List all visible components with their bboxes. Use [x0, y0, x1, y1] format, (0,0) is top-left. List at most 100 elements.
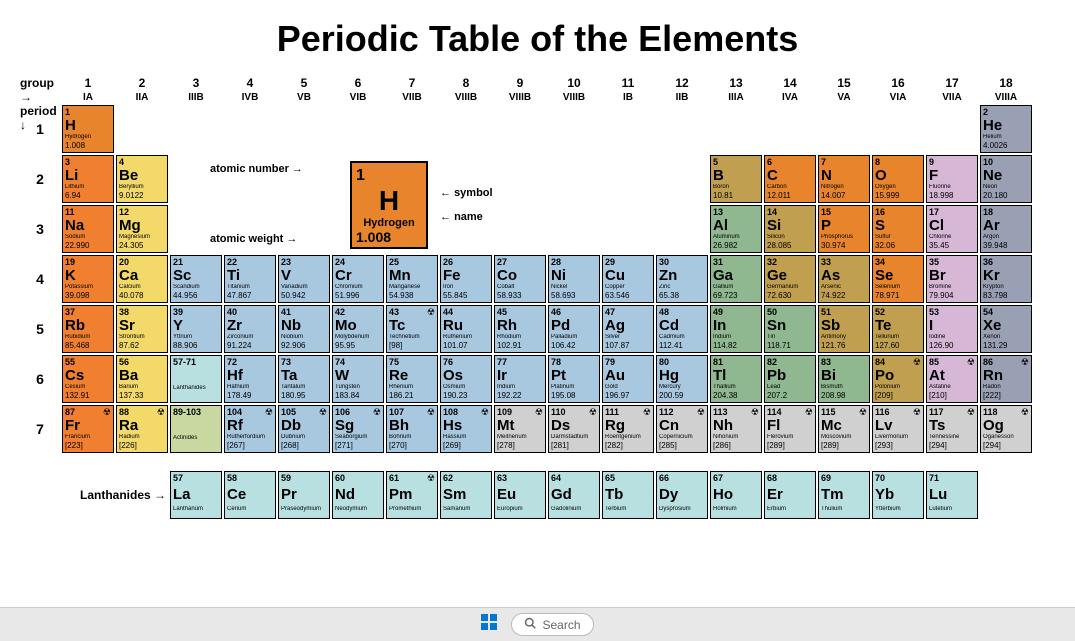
element-cell-Ca[interactable]: 20CaCalcium40.078 [116, 255, 168, 303]
element-cell-B[interactable]: 5BBoron10.81 [710, 155, 762, 203]
element-cell-As[interactable]: 33AsArsenic74.922 [818, 255, 870, 303]
element-cell-Ir[interactable]: 77IrIridium192.22 [494, 355, 546, 403]
element-cell-Yb[interactable]: 70YbYtterbium [872, 471, 924, 519]
element-cell-Cu[interactable]: 29CuCopper63.546 [602, 255, 654, 303]
element-cell-Tl[interactable]: 81TlThallium204.38 [710, 355, 762, 403]
element-cell-Ar[interactable]: 18ArArgon39.948 [980, 205, 1032, 253]
element-cell-Rn[interactable]: 86RnRadon[222] [980, 355, 1032, 403]
element-cell-Lu[interactable]: 71LuLutetium [926, 471, 978, 519]
element-cell-Ni[interactable]: 28NiNickel58.693 [548, 255, 600, 303]
element-cell-Ho[interactable]: 67HoHolmium [710, 471, 762, 519]
element-cell-O[interactable]: 8OOxygen15.999 [872, 155, 924, 203]
element-cell-W[interactable]: 74WTungsten183.84 [332, 355, 384, 403]
element-cell-Cn[interactable]: 112CnCopernicium[285] [656, 405, 708, 453]
element-cell-Te[interactable]: 52TeTellurium127.60 [872, 305, 924, 353]
element-cell-Si[interactable]: 14SiSilicon28.085 [764, 205, 816, 253]
element-cell-Co[interactable]: 27CoCobalt58.933 [494, 255, 546, 303]
element-cell-Li[interactable]: 3LiLithium6.94 [62, 155, 114, 203]
element-cell-Pm[interactable]: 61PmPromethium [386, 471, 438, 519]
element-cell-Y[interactable]: 39YYttrium88.906 [170, 305, 222, 353]
element-cell-Er[interactable]: 68ErErbium [764, 471, 816, 519]
element-cell-He[interactable]: 2HeHelium4.0026 [980, 105, 1032, 153]
element-cell-Dy[interactable]: 66DyDysprosium [656, 471, 708, 519]
element-cell-Se[interactable]: 34SeSelenium78.971 [872, 255, 924, 303]
element-cell-Ru[interactable]: 44RuRuthenium101.07 [440, 305, 492, 353]
element-cell-Ne[interactable]: 10NeNeon20.180 [980, 155, 1032, 203]
element-cell-Nb[interactable]: 41NbNiobium92.906 [278, 305, 330, 353]
element-cell-Mc[interactable]: 115McMoscovium[289] [818, 405, 870, 453]
element-cell-Fl[interactable]: 114FlFlerovium[289] [764, 405, 816, 453]
element-cell-I[interactable]: 53IIodine126.90 [926, 305, 978, 353]
element-cell-Gd[interactable]: 64GdGadolinium [548, 471, 600, 519]
element-cell-Cd[interactable]: 48CdCadmium112.41 [656, 305, 708, 353]
element-cell-Pb[interactable]: 82PbLead207.2 [764, 355, 816, 403]
element-cell-Xe[interactable]: 54XeXenon131.29 [980, 305, 1032, 353]
element-cell-Ag[interactable]: 47AgSilver107.87 [602, 305, 654, 353]
element-cell-Pd[interactable]: 46PdPalladium106.42 [548, 305, 600, 353]
element-cell-Kr[interactable]: 36KrKrypton83.798 [980, 255, 1032, 303]
element-cell-Fr[interactable]: 87FrFrancium[223] [62, 405, 114, 453]
element-cell-Sb[interactable]: 51SbAntimony121.76 [818, 305, 870, 353]
element-cell-P[interactable]: 15PPhosphorus30.974 [818, 205, 870, 253]
element-cell-Po[interactable]: 84PoPolonium[209] [872, 355, 924, 403]
element-cell-Ge[interactable]: 32GeGermanium72.630 [764, 255, 816, 303]
element-cell-Au[interactable]: 79AuGold196.97 [602, 355, 654, 403]
element-cell-Sc[interactable]: 21ScScandium44.956 [170, 255, 222, 303]
element-cell-Pr[interactable]: 59PrPraseodymium [278, 471, 330, 519]
element-cell-Ba[interactable]: 56BaBarium137.33 [116, 355, 168, 403]
element-cell-Lv[interactable]: 116LvLivermorium[293] [872, 405, 924, 453]
element-cell-Hg[interactable]: 80HgMercury200.59 [656, 355, 708, 403]
element-cell-Re[interactable]: 75ReRhenium186.21 [386, 355, 438, 403]
element-cell-N[interactable]: 7NNitrogen14.007 [818, 155, 870, 203]
element-cell-Ra[interactable]: 88RaRadium[226] [116, 405, 168, 453]
element-cell-Sr[interactable]: 38SrStrontium87.62 [116, 305, 168, 353]
element-cell-Be[interactable]: 4BeBeryllium9.0122 [116, 155, 168, 203]
element-cell-In[interactable]: 49InIndium114.82 [710, 305, 762, 353]
element-cell-Cl[interactable]: 17ClChlorine35.45 [926, 205, 978, 253]
element-cell-Db[interactable]: 105DbDubnium[268] [278, 405, 330, 453]
element-cell-Ta[interactable]: 73TaTantalum180.95 [278, 355, 330, 403]
element-cell-Og[interactable]: 118OgOganesson[294] [980, 405, 1032, 453]
element-cell-Tb[interactable]: 65TbTerbium [602, 471, 654, 519]
element-cell-V[interactable]: 23VVanadium50.942 [278, 255, 330, 303]
element-cell-At[interactable]: 85AtAstatine[210] [926, 355, 978, 403]
element-cell-Ce[interactable]: 58CeCerium [224, 471, 276, 519]
element-cell-Zn[interactable]: 30ZnZinc65.38 [656, 255, 708, 303]
element-cell-Al[interactable]: 13AlAluminum26.982 [710, 205, 762, 253]
element-cell-57-71[interactable]: 57-71Lanthanides [170, 355, 222, 403]
element-cell-Br[interactable]: 35BrBromine79.904 [926, 255, 978, 303]
element-cell-F[interactable]: 9FFluorine18.998 [926, 155, 978, 203]
element-cell-Tm[interactable]: 69TmThulium [818, 471, 870, 519]
element-cell-Rh[interactable]: 45RhRhodium102.91 [494, 305, 546, 353]
element-cell-H[interactable]: 1HHydrogen1.008 [62, 105, 114, 153]
element-cell-Sn[interactable]: 50SnTin118.71 [764, 305, 816, 353]
element-cell-Eu[interactable]: 63EuEuropium [494, 471, 546, 519]
element-cell-Ts[interactable]: 117TsTennessine[294] [926, 405, 978, 453]
element-cell-Cs[interactable]: 55CsCesium132.91 [62, 355, 114, 403]
element-cell-Rb[interactable]: 37RbRubidium85.468 [62, 305, 114, 353]
element-cell-Mo[interactable]: 42MoMolybdenum95.95 [332, 305, 384, 353]
element-cell-Mn[interactable]: 25MnManganese54.938 [386, 255, 438, 303]
element-cell-Fe[interactable]: 26FeIron55.845 [440, 255, 492, 303]
element-cell-Ds[interactable]: 110DsDarmstadtium[281] [548, 405, 600, 453]
element-cell-Sm[interactable]: 62SmSamarium [440, 471, 492, 519]
element-cell-S[interactable]: 16SSulfur32.06 [872, 205, 924, 253]
element-cell-Hf[interactable]: 72HfHafnium178.49 [224, 355, 276, 403]
element-cell-Os[interactable]: 76OsOsmium190.23 [440, 355, 492, 403]
element-cell-Bh[interactable]: 107BhBohrium[270] [386, 405, 438, 453]
element-cell-Na[interactable]: 11NaSodium22.990 [62, 205, 114, 253]
element-cell-Cr[interactable]: 24CrChromium51.996 [332, 255, 384, 303]
element-cell-C[interactable]: 6CCarbon12.011 [764, 155, 816, 203]
element-cell-Nh[interactable]: 113NhNihonium[286] [710, 405, 762, 453]
element-cell-Rf[interactable]: 104RfRutherfordium[267] [224, 405, 276, 453]
element-cell-K[interactable]: 19KPotassium39.098 [62, 255, 114, 303]
element-cell-Nd[interactable]: 60NdNeodymium [332, 471, 384, 519]
element-cell-Tc[interactable]: 43TcTechnetium[98] [386, 305, 438, 353]
element-cell-Sg[interactable]: 106SgSeaborgium[271] [332, 405, 384, 453]
element-cell-Hs[interactable]: 108HsHassium[269] [440, 405, 492, 453]
element-cell-Rg[interactable]: 111RgRoentgenium[282] [602, 405, 654, 453]
element-cell-Bi[interactable]: 83BiBismuth208.98 [818, 355, 870, 403]
taskbar-search[interactable]: Search [511, 613, 593, 636]
element-cell-Zr[interactable]: 40ZrZirconium91.224 [224, 305, 276, 353]
windows-start-icon[interactable] [481, 614, 497, 635]
